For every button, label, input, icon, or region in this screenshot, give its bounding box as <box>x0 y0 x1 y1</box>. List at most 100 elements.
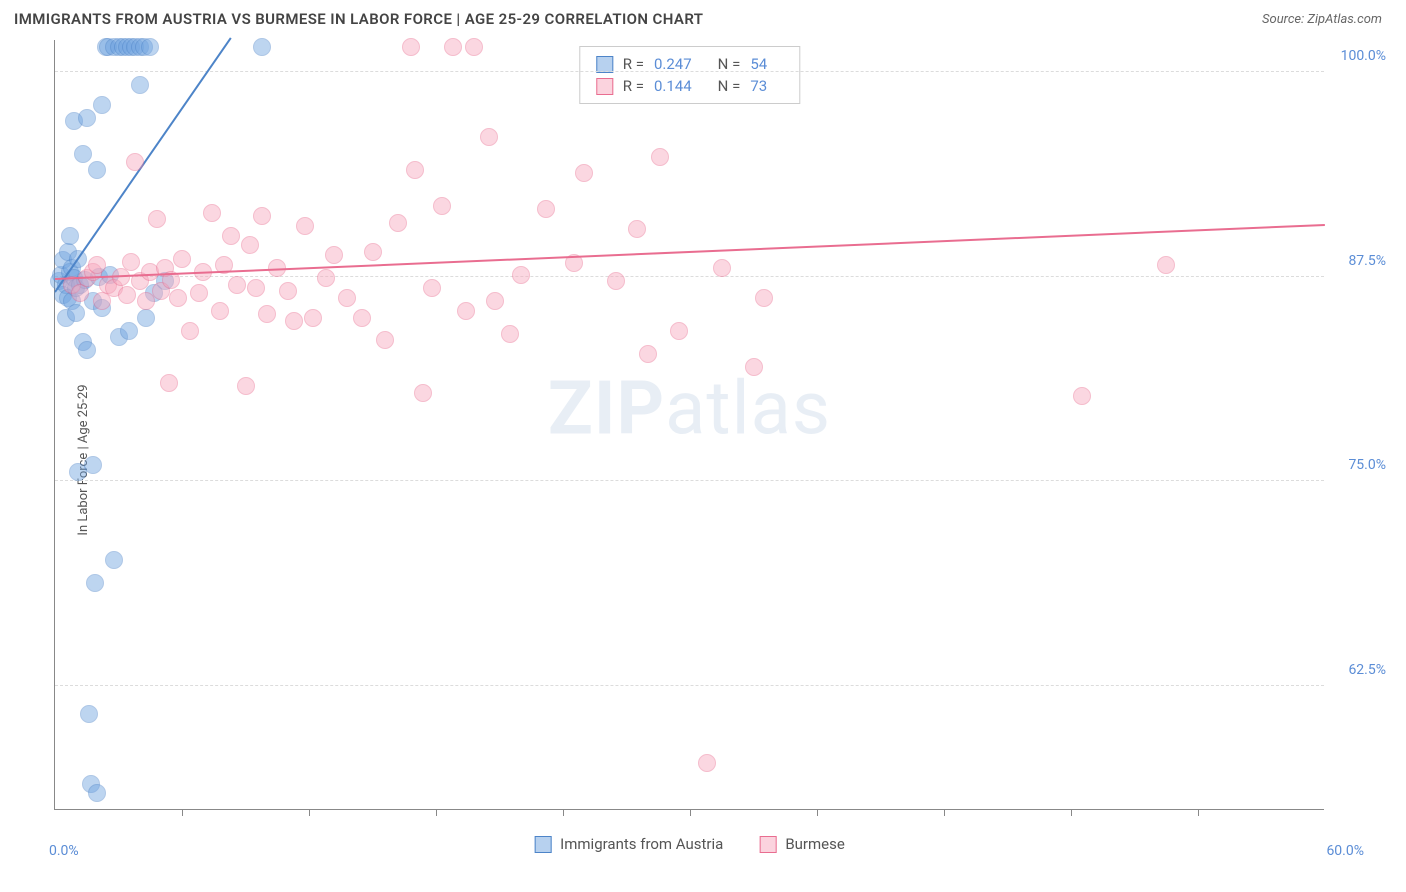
data-point <box>1073 387 1091 405</box>
x-tick <box>309 809 310 816</box>
data-point <box>237 377 255 395</box>
stats-legend: R = 0.247 N = 54 R = 0.144 N = 73 <box>579 46 800 104</box>
data-point <box>93 96 111 114</box>
data-point <box>148 210 166 228</box>
data-point <box>353 309 371 327</box>
x-tick <box>563 809 564 816</box>
data-point <box>501 325 519 343</box>
x-tick <box>944 809 945 816</box>
data-point <box>376 331 394 349</box>
data-point <box>203 204 221 222</box>
series-legend: Immigrants from Austria Burmese <box>534 835 845 853</box>
data-point <box>639 345 657 363</box>
gridline-h <box>55 276 1324 277</box>
swatch-burmese <box>596 78 613 95</box>
data-point <box>241 236 259 254</box>
data-point <box>296 217 314 235</box>
data-point <box>755 289 773 307</box>
x-max-label: 60.0% <box>1326 843 1364 859</box>
data-point <box>88 784 106 802</box>
data-point <box>364 243 382 261</box>
data-point <box>304 309 322 327</box>
data-point <box>607 272 625 290</box>
y-tick-label: 75.0% <box>1331 457 1386 473</box>
legend-label-burmese: Burmese <box>785 835 845 853</box>
data-point <box>433 197 451 215</box>
data-point <box>84 456 102 474</box>
plot-region: ZIPatlas R = 0.247 N = 54 R = 0.144 N = … <box>54 40 1324 810</box>
data-point <box>389 214 407 232</box>
data-point <box>137 309 155 327</box>
x-tick <box>1198 809 1199 816</box>
data-point <box>402 38 420 56</box>
data-point <box>325 246 343 264</box>
watermark: ZIPatlas <box>548 366 831 453</box>
gridline-h <box>55 71 1324 72</box>
data-point <box>228 276 246 294</box>
data-point <box>160 374 178 392</box>
data-point <box>141 38 159 56</box>
swatch-austria-icon <box>534 836 551 853</box>
r-value-burmese: 0.144 <box>654 77 692 95</box>
data-point <box>74 145 92 163</box>
data-point <box>651 148 669 166</box>
data-point <box>512 266 530 284</box>
data-point <box>285 312 303 330</box>
x-tick <box>436 809 437 816</box>
data-point <box>247 279 265 297</box>
y-tick-label: 87.5% <box>1331 253 1386 269</box>
data-point <box>253 207 271 225</box>
data-point <box>88 161 106 179</box>
data-point <box>86 574 104 592</box>
data-point <box>80 705 98 723</box>
legend-item-burmese: Burmese <box>759 835 845 853</box>
page-title: IMMIGRANTS FROM AUSTRIA VS BURMESE IN LA… <box>14 10 703 28</box>
data-point <box>253 38 271 56</box>
data-point <box>173 250 191 268</box>
data-point <box>537 200 555 218</box>
data-point <box>181 322 199 340</box>
data-point <box>105 551 123 569</box>
data-point <box>745 358 763 376</box>
data-point <box>414 384 432 402</box>
data-point <box>78 341 96 359</box>
y-tick-label: 62.5% <box>1331 662 1386 678</box>
data-point <box>713 259 731 277</box>
data-point <box>88 256 106 274</box>
data-point <box>211 302 229 320</box>
data-point <box>465 38 483 56</box>
x-tick <box>690 809 691 816</box>
legend-label-austria: Immigrants from Austria <box>560 835 723 853</box>
data-point <box>126 153 144 171</box>
data-point <box>670 322 688 340</box>
x-tick <box>817 809 818 816</box>
data-point <box>131 76 149 94</box>
chart-area: In Labor Force | Age 25-29 ZIPatlas R = … <box>14 40 1392 880</box>
data-point <box>698 754 716 772</box>
stats-row-burmese: R = 0.144 N = 73 <box>596 75 783 97</box>
data-point <box>457 302 475 320</box>
data-point <box>1157 256 1175 274</box>
x-tick <box>1071 809 1072 816</box>
gridline-h <box>55 685 1324 686</box>
data-point <box>169 289 187 307</box>
swatch-burmese-icon <box>759 836 776 853</box>
n-value-burmese: 73 <box>750 77 767 95</box>
x-min-label: 0.0% <box>49 843 79 859</box>
data-point <box>628 220 646 238</box>
data-point <box>338 289 356 307</box>
source-credit: Source: ZipAtlas.com <box>1262 12 1382 27</box>
data-point <box>122 253 140 271</box>
y-tick-label: 100.0% <box>1331 48 1386 64</box>
gridline-h <box>55 480 1324 481</box>
data-point <box>486 292 504 310</box>
data-point <box>61 227 79 245</box>
data-point <box>423 279 441 297</box>
data-point <box>317 269 335 287</box>
data-point <box>258 305 276 323</box>
data-point <box>222 227 240 245</box>
legend-item-austria: Immigrants from Austria <box>534 835 723 853</box>
data-point <box>406 161 424 179</box>
data-point <box>190 284 208 302</box>
data-point <box>78 109 96 127</box>
